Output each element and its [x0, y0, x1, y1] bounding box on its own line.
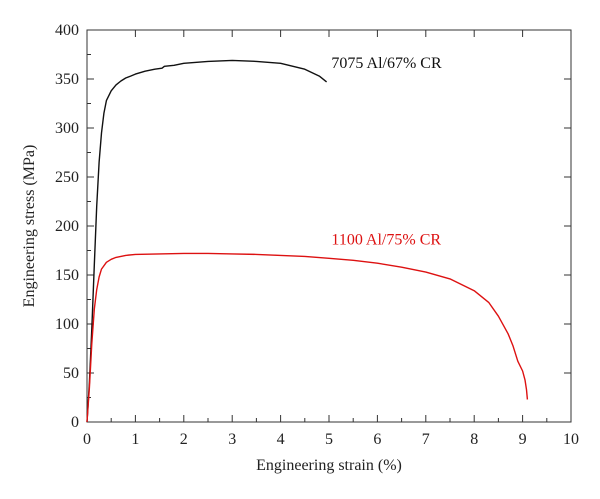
series-line-7075-al	[86, 59, 328, 423]
x-tick-label: 8	[470, 431, 478, 448]
y-tick-label: 400	[55, 22, 79, 39]
x-tick-label: 9	[519, 431, 527, 448]
x-tick-label: 2	[180, 431, 188, 448]
y-tick-label: 350	[55, 71, 79, 88]
y-tick-label: 50	[63, 365, 79, 382]
series-label-1100-al: 1100 Al/75% CR	[331, 232, 441, 249]
x-tick-label: 1	[131, 431, 139, 448]
y-tick-label: 0	[71, 414, 79, 431]
x-tick-label: 0	[83, 431, 91, 448]
x-tick-label: 4	[277, 431, 285, 448]
series-label-7075-al: 7075 Al/67% CR	[331, 55, 442, 72]
x-tick-label: 3	[228, 431, 236, 448]
x-axis-title: Engineering strain (%)	[256, 457, 402, 474]
y-tick-label: 200	[55, 218, 79, 235]
y-tick-label: 250	[55, 169, 79, 186]
series-labels: 7075 Al/67% CR 1100 Al/75% CR	[331, 55, 442, 248]
data-series	[86, 59, 529, 423]
y-tick-label: 150	[55, 267, 79, 284]
x-tick-label: 6	[373, 431, 381, 448]
x-tick-label: 7	[422, 431, 430, 448]
x-tick-label: 10	[563, 431, 579, 448]
y-tick-label: 300	[55, 120, 79, 137]
x-tick-label: 5	[325, 431, 333, 448]
plot-frame	[86, 29, 572, 423]
series-line-1100-al	[86, 252, 529, 423]
y-axis-title: Engineering stress (MPa)	[21, 145, 38, 308]
y-tick-label: 100	[55, 316, 79, 333]
